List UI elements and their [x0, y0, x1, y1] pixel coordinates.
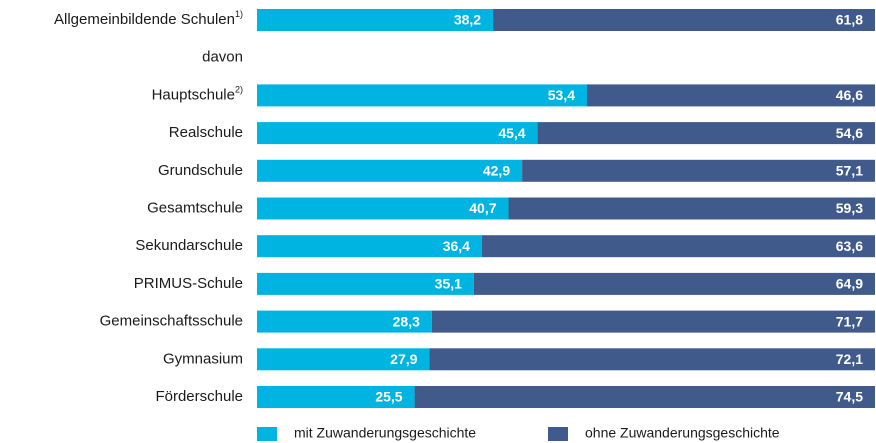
legend-swatch	[257, 427, 277, 441]
category-text: Sekundarschule	[135, 237, 243, 254]
bar-segment	[431, 310, 875, 333]
bar-segment	[257, 9, 494, 31]
value-label: 71,7	[836, 313, 863, 329]
value-label: 74,5	[836, 389, 863, 405]
category-label: Gesamtschule	[147, 199, 243, 216]
bar-segment	[257, 235, 482, 258]
value-label: 27,9	[390, 351, 417, 367]
value-label: 38,2	[454, 12, 481, 28]
category-text: PRIMUS-Schule	[134, 275, 243, 292]
value-label: 36,4	[443, 238, 470, 254]
value-label: 64,9	[836, 276, 863, 292]
bar-segment	[257, 122, 538, 145]
category-label: Hauptschule2)	[152, 85, 243, 104]
category-label: Allgemeinbildende Schulen1)	[54, 9, 243, 28]
bar-segment	[257, 348, 430, 371]
value-label: 72,1	[836, 351, 863, 367]
bar-segment	[473, 272, 875, 295]
bar-segment	[537, 122, 875, 145]
category-text: Realschule	[169, 124, 243, 141]
footnote-mark: 2)	[235, 85, 243, 95]
value-label: 28,3	[393, 313, 420, 329]
value-label: 46,6	[836, 87, 863, 103]
bar-segment	[508, 197, 875, 220]
value-label: 40,7	[469, 200, 496, 216]
category-text: Hauptschule	[152, 86, 235, 103]
category-label: davon	[202, 49, 243, 66]
bar-segment	[257, 272, 474, 295]
category-label: PRIMUS-Schule	[134, 275, 243, 292]
bar-segment	[522, 159, 875, 182]
category-text: Gesamtschule	[147, 199, 243, 216]
category-label: Gymnasium	[163, 350, 243, 367]
bar-segment	[481, 235, 875, 258]
bar-segment	[429, 348, 875, 371]
category-label: Förderschule	[155, 388, 243, 405]
bar-segment	[257, 310, 432, 333]
value-label: 42,9	[483, 163, 510, 179]
value-label: 45,4	[498, 125, 525, 141]
bar-segment	[257, 197, 509, 220]
category-label: Sekundarschule	[135, 237, 243, 254]
category-text: Förderschule	[155, 388, 243, 405]
value-label: 57,1	[836, 163, 863, 179]
footnote-mark: 1)	[235, 9, 243, 19]
legend-label: mit Zuwanderungsgeschichte	[294, 425, 476, 441]
value-label: 54,6	[836, 125, 863, 141]
category-label: Gemeinschaftsschule	[100, 313, 243, 330]
bar-segment	[587, 84, 875, 107]
category-text: Allgemeinbildende Schulen	[54, 11, 235, 28]
category-label: Realschule	[169, 124, 243, 141]
bar-segment	[414, 386, 875, 408]
legend-swatch	[548, 427, 568, 441]
value-label: 35,1	[435, 276, 462, 292]
value-label: 53,4	[548, 87, 575, 103]
bar-segment	[257, 159, 523, 182]
value-label: 61,8	[836, 12, 863, 28]
bar-segment	[493, 9, 875, 31]
value-label: 63,6	[836, 238, 863, 254]
category-text: davon	[202, 49, 243, 66]
category-text: Gymnasium	[163, 350, 243, 367]
bar-segment	[257, 386, 415, 408]
legend-label: ohne Zuwanderungsgeschichte	[585, 425, 780, 441]
category-text: Grundschule	[158, 162, 243, 179]
bar-segment	[257, 84, 588, 107]
value-label: 25,5	[375, 389, 402, 405]
category-label: Grundschule	[158, 162, 243, 179]
value-label: 59,3	[836, 200, 863, 216]
category-text: Gemeinschaftsschule	[100, 313, 243, 330]
